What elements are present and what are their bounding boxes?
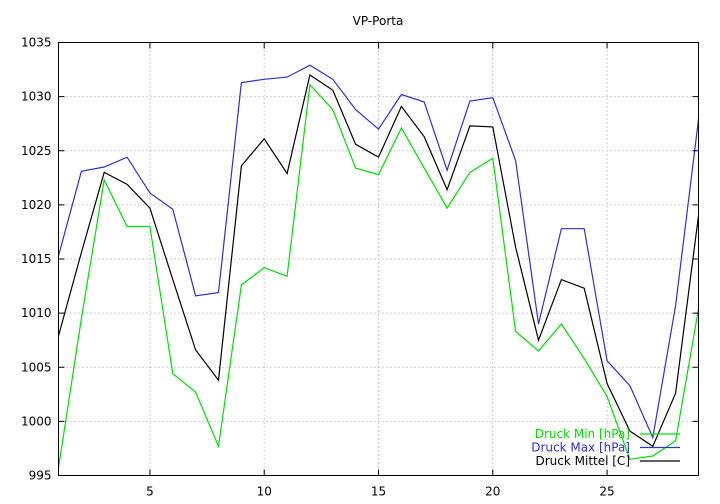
x-tick-label: 20 [485,485,500,499]
legend: Druck Min [hPa]Druck Max [hPa]Druck Mitt… [531,427,680,468]
x-tick-label: 25 [599,485,614,499]
y-tick-label: 1025 [21,144,52,158]
y-tick-label: 1015 [21,252,52,266]
x-tick-label: 5 [146,485,154,499]
y-tick-label: 1005 [21,360,52,374]
series-line-3 [57,74,700,448]
legend-label: Druck Mittel [C] [535,454,630,468]
legend-label: Druck Min [hPa] [535,427,630,441]
grid-lines [58,42,699,476]
y-tick-label: 1010 [21,306,52,320]
series-line-2 [57,64,700,440]
x-tick-label: 10 [257,485,272,499]
y-tick-label: 1030 [21,90,52,104]
series-line-1 [57,83,700,468]
chart-title: VP-Porta [353,14,404,28]
y-tick-label: 995 [29,469,52,483]
plot-series [57,64,700,468]
legend-label: Druck Max [hPa] [531,441,630,455]
x-tick-label: 15 [371,485,386,499]
y-tick-label: 1000 [21,414,52,428]
y-tick-label: 1020 [21,198,52,212]
y-tick-label: 1035 [21,36,52,50]
